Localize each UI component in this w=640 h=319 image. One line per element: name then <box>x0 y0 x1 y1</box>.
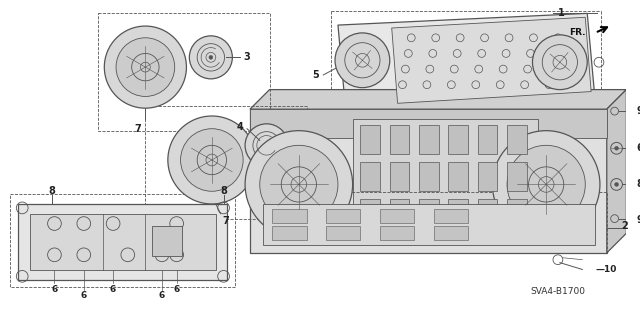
Circle shape <box>189 36 232 79</box>
Bar <box>390 125 410 154</box>
Polygon shape <box>250 90 627 109</box>
Text: 7: 7 <box>222 216 229 226</box>
Bar <box>449 125 468 154</box>
Bar <box>380 226 414 240</box>
Bar <box>477 125 497 154</box>
Circle shape <box>116 38 175 96</box>
Bar <box>507 199 527 221</box>
Polygon shape <box>250 109 607 253</box>
Text: —10: —10 <box>595 265 616 274</box>
Bar <box>152 226 182 256</box>
Text: SVA4-B1700: SVA4-B1700 <box>531 287 586 296</box>
Bar <box>273 226 307 240</box>
Text: 4: 4 <box>236 122 243 132</box>
Circle shape <box>614 146 618 150</box>
Text: 6: 6 <box>636 143 640 153</box>
Text: 8: 8 <box>48 186 55 196</box>
Bar <box>380 209 414 223</box>
Bar <box>477 199 497 221</box>
Text: 9: 9 <box>636 106 640 116</box>
Bar <box>250 192 607 253</box>
Bar <box>30 214 216 271</box>
Text: 6: 6 <box>81 291 87 300</box>
Bar <box>250 109 607 138</box>
Bar <box>449 199 468 221</box>
Bar <box>390 199 410 221</box>
Bar <box>326 209 360 223</box>
Bar <box>262 204 595 245</box>
Bar <box>507 162 527 191</box>
Bar <box>353 119 538 243</box>
Circle shape <box>492 131 600 238</box>
Circle shape <box>532 35 588 90</box>
Text: 8: 8 <box>220 186 227 196</box>
Circle shape <box>245 124 288 167</box>
Text: 6: 6 <box>110 285 116 293</box>
Polygon shape <box>338 13 595 111</box>
Circle shape <box>104 26 186 108</box>
Circle shape <box>209 56 213 59</box>
Text: 3: 3 <box>243 52 250 62</box>
Bar <box>434 209 468 223</box>
Bar <box>360 162 380 191</box>
Bar <box>273 209 307 223</box>
Bar <box>507 125 527 154</box>
Bar <box>99 13 269 131</box>
Text: 6: 6 <box>173 285 180 293</box>
Text: 8: 8 <box>636 179 640 189</box>
Text: 9: 9 <box>636 215 640 225</box>
Text: 6: 6 <box>159 291 165 300</box>
Bar <box>419 199 438 221</box>
Bar <box>434 226 468 240</box>
Text: 1: 1 <box>557 8 564 19</box>
Bar <box>19 204 227 280</box>
Polygon shape <box>607 90 627 253</box>
Bar <box>390 162 410 191</box>
Bar <box>360 199 380 221</box>
Bar <box>419 162 438 191</box>
Bar <box>449 162 468 191</box>
Circle shape <box>260 145 338 224</box>
Text: FR.: FR. <box>569 28 585 37</box>
Text: 7: 7 <box>134 124 141 134</box>
Circle shape <box>168 116 256 204</box>
Bar <box>145 106 307 219</box>
Circle shape <box>614 182 618 186</box>
Text: 6: 6 <box>51 285 58 293</box>
Bar <box>326 226 360 240</box>
Bar <box>419 125 438 154</box>
Bar <box>477 162 497 191</box>
Text: 5: 5 <box>312 70 319 80</box>
Circle shape <box>335 33 390 88</box>
Circle shape <box>245 131 353 238</box>
Bar <box>360 125 380 154</box>
Circle shape <box>507 145 585 224</box>
Bar <box>10 194 236 287</box>
Polygon shape <box>392 17 591 103</box>
Circle shape <box>180 129 243 191</box>
Text: 2: 2 <box>621 221 628 232</box>
